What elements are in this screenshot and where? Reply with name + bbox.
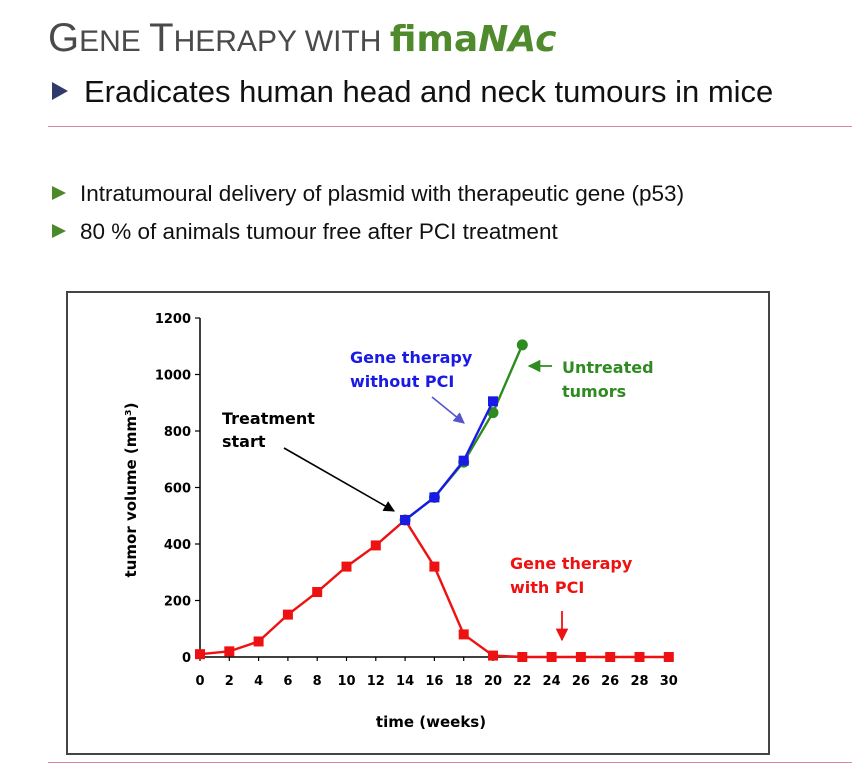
series-line [199, 518, 669, 659]
data-point [605, 652, 616, 662]
x-tick-label: 10 [337, 674, 355, 689]
data-point [458, 629, 469, 640]
data-point [224, 646, 235, 657]
data-point [663, 652, 674, 662]
data-point [488, 650, 498, 661]
x-tick-label: 26 [572, 674, 590, 689]
data-point [282, 609, 293, 620]
title-initial-t: T [149, 16, 174, 60]
series-line [404, 400, 495, 521]
data-point [575, 652, 586, 662]
annotation-treatment-line2: start [222, 432, 266, 451]
y-tick-label: 0 [182, 651, 191, 666]
y-tick-label: 200 [164, 595, 191, 610]
title-initial-g: G [48, 16, 80, 60]
subtitle-text: Eradicates human head and neck tumours i… [84, 74, 774, 109]
data-point [458, 455, 469, 466]
annotation-with-pci-line1: Gene therapy [510, 554, 633, 573]
data-point [341, 561, 352, 572]
chart-frame: 0 200 400 600 800 1000 1200 0 2 4 6 8 10 12 14 16 18 20 2… [66, 291, 770, 755]
header-divider [48, 126, 852, 127]
data-point [488, 396, 498, 407]
bullet-text: Intratumoural delivery of plasmid with t… [80, 181, 685, 206]
annotation-without-pci-line1: Gene therapy [350, 348, 473, 367]
title-part-gene: ENE [79, 25, 150, 58]
data-point [429, 492, 440, 503]
x-tick-label: 2 [225, 674, 234, 689]
series-untreated-tumors [399, 339, 528, 526]
data-point [517, 652, 528, 662]
x-tick-label: 12 [367, 674, 385, 689]
annotation-without-pci-line2: without PCI [350, 372, 454, 391]
data-point [546, 652, 557, 662]
x-tick-label: 0 [195, 674, 204, 689]
bullet-list: Intratumoural delivery of plasmid with t… [52, 175, 684, 251]
data-point [370, 540, 381, 551]
data-point [195, 649, 205, 660]
x-tick-label: 28 [630, 674, 648, 689]
x-tick-label: 4 [254, 674, 263, 689]
bullet-item: 80 % of animals tumour free after PCI tr… [52, 213, 684, 251]
x-tick-label: 14 [396, 674, 414, 689]
data-point [634, 652, 645, 662]
bullet-text: 80 % of animals tumour free after PCI tr… [80, 219, 558, 244]
y-tick-label: 1000 [155, 369, 191, 384]
y-tick-label: 1200 [155, 312, 191, 327]
data-point [312, 587, 323, 598]
x-tick-label: 6 [283, 674, 292, 689]
y-tick-label: 600 [164, 482, 191, 497]
brand-logo: fimaNAc [389, 19, 557, 60]
data-point [400, 514, 411, 525]
x-tick-label: 26 [601, 674, 619, 689]
annotation-untreated-line1: Untreated [562, 358, 654, 377]
annotation-treatment-line1: Treatment [222, 409, 315, 428]
x-tick-label: 30 [660, 674, 678, 689]
annotation-without-pci-arrow [431, 396, 465, 424]
x-tick-label: 20 [484, 674, 502, 689]
y-tick-label: 800 [164, 425, 191, 440]
triangle-bullet-icon [52, 81, 68, 100]
triangle-bullet-icon [52, 224, 66, 239]
annotation-untreated-line2: tumors [562, 382, 626, 401]
x-tick-label: 8 [313, 674, 322, 689]
x-tick-label: 18 [455, 674, 473, 689]
data-point [487, 407, 499, 419]
title-part-therapy: HERAPY WITH [173, 25, 390, 58]
bullet-item: Intratumoural delivery of plasmid with t… [52, 175, 684, 213]
footer-divider [48, 762, 852, 763]
data-point [516, 339, 528, 351]
data-point [429, 561, 440, 572]
data-point [253, 636, 264, 647]
series-gene-therapy-without-pci [400, 396, 498, 525]
x-tick-label: 16 [425, 674, 443, 689]
annotation-with-pci-line2: with PCI [510, 578, 584, 597]
triangle-bullet-icon [52, 186, 66, 201]
x-tick-label: 24 [543, 674, 561, 689]
x-axis-label: time (weeks) [376, 713, 486, 731]
y-axis-label: tumor volume (mm³) [122, 403, 140, 578]
x-tick-label: 22 [513, 674, 531, 689]
slide-title: GENE THERAPY WITH fimaNAc [48, 14, 556, 66]
series-gene-therapy-with-pci [195, 514, 674, 662]
slide-subtitle: Eradicates human head and neck tumours i… [52, 74, 773, 110]
y-tick-label: 400 [164, 538, 191, 553]
annotation-treatment-arrow [283, 447, 395, 512]
